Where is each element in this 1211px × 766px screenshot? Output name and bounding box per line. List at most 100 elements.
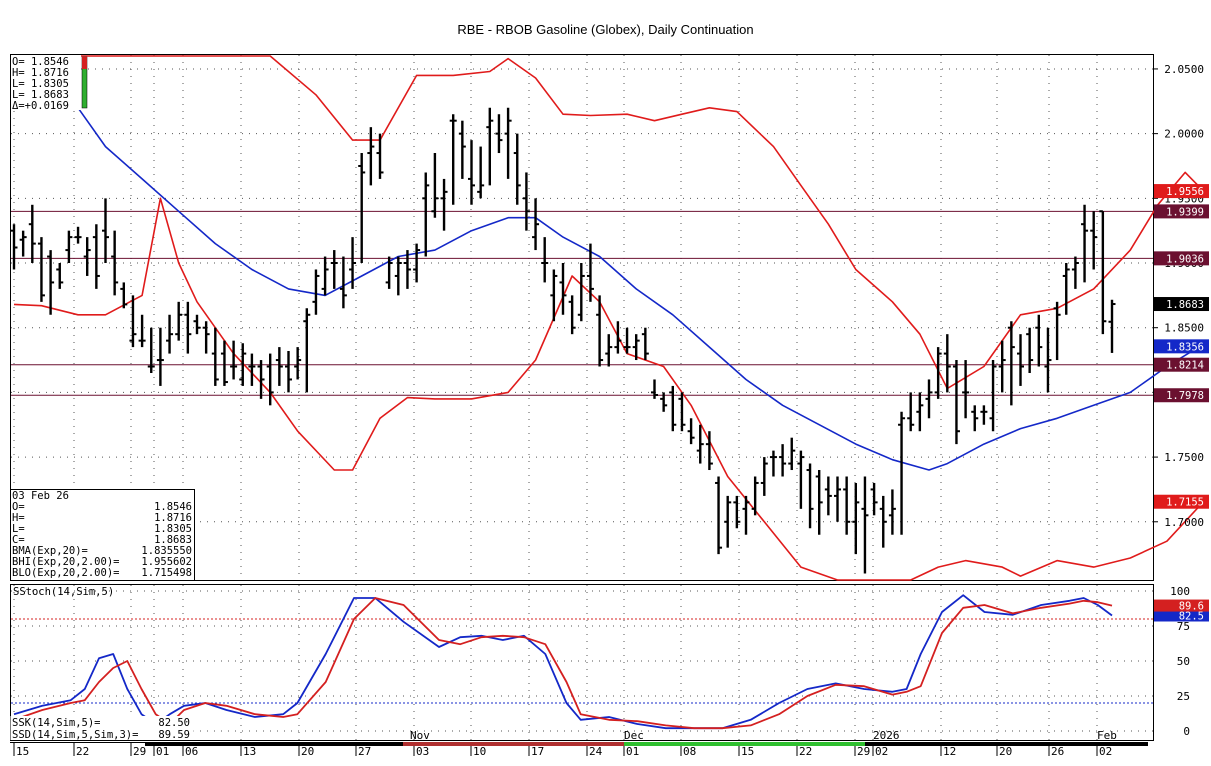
timeline-segment [1090,742,1148,746]
info-row-label: BLO(Exp,20,2.00)= [12,567,119,579]
ohlc-bar [330,250,338,289]
ohlc-bar [367,127,375,186]
ohlc-bar [56,263,64,289]
ohlc-bar [577,263,585,322]
ohlc-bar [19,230,27,257]
ssd-value: 89.59 [158,729,190,741]
ohlc-bar [1035,314,1043,367]
chart-title: RBE - RBOB Gasoline (Globex), Daily Cont… [457,22,754,37]
ohlc-bar [522,172,530,231]
timeline-segment [403,742,624,746]
ohlc-bar [989,360,997,432]
ohlc-bar [239,343,247,386]
ssd-label: SSD(14,Sim,5,Sim,3)= [12,729,138,741]
ohlc-bar [733,495,741,529]
stoch-tick-label: 75 [1177,620,1190,633]
price-tick-label: 1.8500 [1164,322,1204,335]
info-row-label: C= [12,534,25,546]
range-indicator-top [82,57,87,69]
x-tick-label: 17 [531,745,544,758]
price-badge [1154,388,1209,403]
month-label: 2026 [873,729,900,742]
ssk-label: SSK(14,Sim,5)= [12,717,101,729]
x-tick-label: 01 [156,745,169,758]
ssk-value: 82.50 [158,717,190,729]
stoch-readout: SSK(14,Sim,5)= 82.50 SSD(14,Sim,5,Sim,3)… [10,716,194,741]
ohlc-bar [413,243,421,283]
stoch-badge [1154,609,1209,622]
ohlc-bar [394,256,402,296]
price-badge-label: 1.7155 [1166,497,1204,509]
ohlc-bar [550,269,558,322]
top-info-line: L= 1.8683 [12,89,69,101]
info-row-value: 1.715498 [141,567,192,579]
ohlc-bar [660,392,668,412]
price-badge-label: 1.8214 [1166,360,1204,372]
ohlc-bar [431,153,439,218]
ohlc-bar [449,114,457,205]
info-row-label: BMA(Exp,20)= [12,545,88,557]
price-badge [1154,204,1209,219]
x-tick-label: 08 [683,745,696,758]
ohlc-bar [769,450,777,477]
ohlc-bar [669,385,677,432]
x-tick-label: 15 [16,745,29,758]
ohlc-bar [1090,211,1098,270]
info-row-value: 1.8305 [154,523,192,535]
ohlc-bar [504,107,512,179]
ohlc-bar [339,256,347,309]
x-tick-label: 13 [243,745,256,758]
x-tick-label: 03 [416,745,429,758]
ohlc-bar [202,321,210,354]
timeline-segment [865,742,1090,746]
ohlc-bar [824,476,832,516]
ohlc-bar [596,295,604,367]
ohlc-bar [312,269,320,315]
ohlc-bar [10,224,18,270]
horizontal-lines [11,210,1153,396]
ohlc-bar [962,360,970,419]
ohlc-bar [925,379,933,419]
ohlc-bar [1099,210,1107,335]
stoch-line-ssd [13,597,1113,730]
ohlc-bar [834,476,841,522]
info-box: 03 Feb 26 O= 1.8546 H= 1.8716 L= 1.8305 C= 1.86… [10,489,195,581]
grid-layer [11,55,1153,740]
ohlc-bars [10,107,1116,574]
ohlc-bar [83,237,91,276]
stoch-badge-label: 82.5 [1179,611,1204,623]
info-row-value: 1.835550 [141,545,192,557]
ohlc-bar [495,114,503,154]
price-badge-label: 1.8356 [1166,341,1204,353]
stoch-panel-frame [10,584,1154,741]
info-row-value: 1.8683 [154,534,192,546]
ohlc-bar [623,327,631,354]
price-axis: 2.05002.00001.95001.90001.85001.80001.75… [1153,63,1209,529]
price-panel-frame [10,54,1154,581]
ohlc-bar [760,457,768,496]
ohlc-bar [742,495,750,535]
ohlc-bar [275,347,283,386]
ohlc-bar [138,314,146,348]
x-tick-label: 24 [589,745,603,758]
x-tick-label: 12 [943,745,956,758]
stoch-panel-label: SStoch(14,Sim,5) [13,586,114,598]
top-info-line: O= 1.8546 [12,56,69,68]
ohlc-bar [541,237,549,283]
ohlc-bar [843,476,851,535]
top-info-line: Δ=+0.0169 [12,100,69,112]
ohlc-bar [1108,299,1116,353]
ohlc-bar [605,334,613,367]
ohlc-bar [559,263,567,315]
ohlc-bar [1071,256,1079,289]
price-badge-label: 1.9556 [1166,186,1204,198]
x-tick-label: 02 [875,745,888,758]
x-tick-label: 15 [741,745,754,758]
price-badge [1154,251,1209,266]
ohlc-bar [37,237,45,302]
ohlc-bar [358,153,366,264]
info-row-label: O= [12,501,25,513]
price-badge [1154,339,1209,354]
ohlc-bar [943,334,951,393]
ohlc-bar [687,418,695,445]
